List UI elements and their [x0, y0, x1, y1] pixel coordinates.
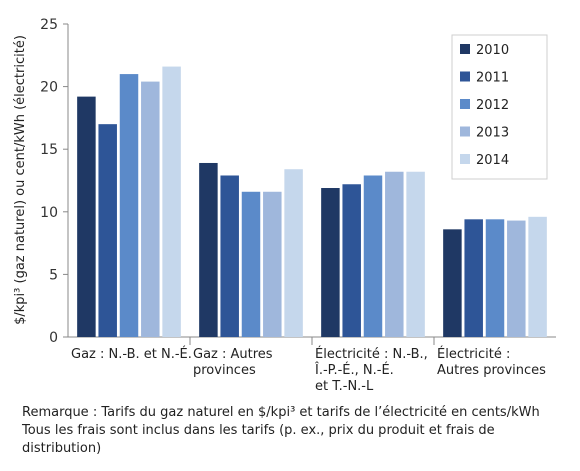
- legend-label: 2014: [476, 153, 509, 168]
- legend-label: 2013: [476, 126, 509, 141]
- y-tick-label: 0: [49, 330, 58, 346]
- bar-2014: [284, 169, 303, 337]
- bar-2013: [263, 191, 282, 337]
- category-label: et T.-N.-L: [315, 379, 374, 394]
- bar-2013: [141, 81, 160, 337]
- category-labels: Gaz : N.-B. et N.-É. Gaz : Autresprovince…: [71, 346, 546, 394]
- category-label: Î.-P.-É., N.-É.: [314, 362, 394, 378]
- category-label: Électricité :: [437, 346, 510, 362]
- bar-2010: [443, 229, 462, 337]
- legend: 2010 2011 2012 2013 2014: [451, 34, 548, 180]
- y-axis-label: $/kpi³ (gaz naturel) ou cent/kWh (électr…: [13, 35, 28, 325]
- legend-label: 2011: [476, 71, 509, 86]
- legend-swatch: [460, 126, 470, 137]
- y-tick-label: 20: [40, 80, 58, 96]
- bar-2012: [119, 74, 139, 337]
- bar-2013: [507, 220, 526, 337]
- bar-2010: [199, 162, 218, 337]
- bar-2012: [241, 191, 261, 337]
- category-label: Gaz : N.-B. et N.-É.: [71, 346, 192, 362]
- bar-2011: [220, 175, 239, 337]
- y-tick-label: 15: [40, 142, 58, 158]
- category-label: Électricité : N.-B.,: [315, 346, 428, 362]
- bar-2014: [162, 66, 181, 338]
- legend-swatch: [460, 71, 470, 82]
- bar-2012: [363, 175, 383, 337]
- bar-2014: [406, 171, 425, 337]
- bar-2010: [77, 96, 96, 337]
- legend-swatch: [460, 99, 470, 109]
- bar-2012: [485, 219, 505, 337]
- bar-2010: [321, 188, 340, 337]
- y-tick-label: 10: [40, 205, 58, 221]
- bar-2014: [528, 216, 547, 337]
- bar-2011: [342, 184, 361, 337]
- legend-swatch: [460, 154, 470, 164]
- y-tick-label: 5: [49, 267, 58, 283]
- legend-label: 2010: [476, 43, 509, 58]
- legend-swatch: [460, 44, 470, 54]
- bar-2013: [385, 171, 404, 337]
- bar-2011: [98, 124, 117, 337]
- bar-2011: [464, 219, 483, 337]
- bars: [77, 66, 547, 345]
- category-label: Gaz : Autres: [193, 347, 273, 362]
- legend-label: 2012: [476, 98, 509, 113]
- bar-chart: 0 5 10 15 20 25 Gaz : N.-B. et N.-É. Gaz : Aut…: [13, 17, 556, 394]
- category-label: provinces: [193, 363, 256, 378]
- footnote: Remarque : Tarifs du gaz naturel en $/kp…: [22, 405, 540, 456]
- category-label: Autres provinces: [437, 363, 546, 378]
- y-tick-label: 25: [40, 17, 58, 33]
